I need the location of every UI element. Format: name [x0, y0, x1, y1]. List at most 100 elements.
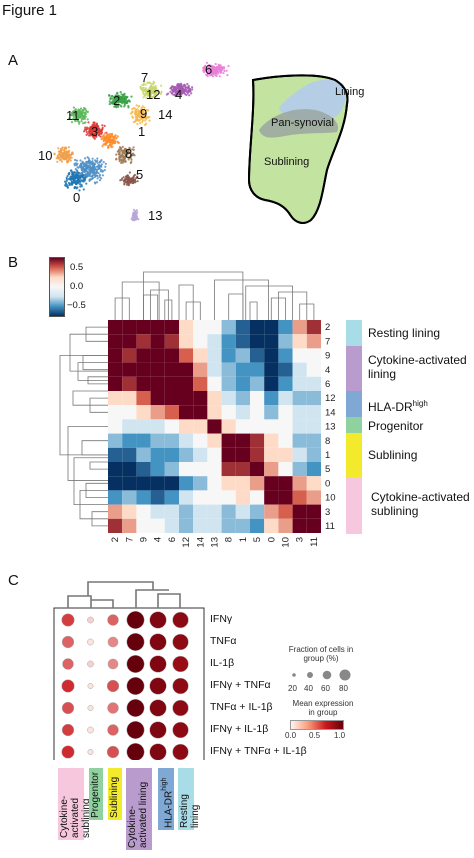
heatmap-cell — [221, 476, 236, 491]
fraction-tick-40: 40 — [304, 684, 313, 693]
dotplot-row-label: IFNγ + TNFα + IL-1β — [210, 745, 307, 757]
dotplot-row-label: TNFα + IL-1β — [210, 701, 273, 713]
heatmap-cell — [221, 447, 236, 462]
umap-point — [97, 134, 100, 137]
category-label-cytokine-lining: Cytokine-activated lining — [368, 353, 467, 381]
umap-point — [81, 174, 84, 177]
cluster-label-8: 8 — [125, 146, 133, 161]
heatmap-row-label: 13 — [325, 422, 336, 433]
umap-point — [76, 119, 79, 122]
umap-point — [150, 84, 153, 88]
tissue-schematic — [247, 74, 349, 224]
umap-point — [104, 165, 107, 168]
umap-point — [68, 153, 71, 156]
heatmap-cell — [164, 476, 179, 491]
heatmap-row-label: 3 — [325, 507, 330, 518]
umap-point — [130, 158, 133, 161]
umap-point — [118, 148, 121, 151]
dotplot-dot — [126, 655, 145, 673]
heatmap-cell — [136, 447, 151, 462]
umap-point — [103, 124, 106, 127]
fraction-tick-20: 20 — [288, 684, 297, 693]
umap-point — [69, 113, 72, 117]
umap-point — [100, 163, 103, 166]
umap-point — [96, 177, 99, 180]
heatmap-row-label: 10 — [325, 493, 336, 504]
dotplot-dot — [87, 749, 94, 755]
heatmap-cell — [264, 334, 279, 349]
umap-point — [73, 171, 76, 174]
pan-synovial-region — [259, 109, 339, 138]
umap-point — [88, 179, 91, 182]
heatmap-cell — [179, 320, 194, 335]
umap-point — [103, 138, 106, 141]
umap-point — [124, 155, 127, 158]
umap-point — [84, 157, 87, 160]
umap-point — [85, 130, 88, 133]
umap-point — [70, 169, 73, 172]
umap-point — [210, 74, 213, 77]
umap-point — [221, 67, 224, 70]
umap-point — [60, 160, 64, 163]
umap-point — [120, 93, 123, 96]
heatmap-cell — [122, 391, 137, 406]
umap-point — [117, 94, 120, 97]
umap-point — [112, 101, 115, 105]
umap-point — [95, 181, 99, 184]
category-bar-progenitor — [346, 417, 362, 433]
figure-title: Figure 1 — [2, 2, 58, 19]
umap-point — [72, 181, 75, 184]
heatmap-cell — [221, 419, 236, 434]
cluster-label-1: 1 — [138, 124, 146, 139]
heatmap-cell — [108, 376, 123, 391]
dotplot-dot — [61, 635, 75, 649]
heatmap-cell — [250, 391, 265, 406]
heatmap-cell — [122, 462, 137, 477]
umap-point — [84, 173, 87, 176]
umap-point — [98, 175, 101, 179]
heatmap-cell — [164, 433, 179, 448]
umap-point — [136, 115, 139, 118]
heatmap-cell — [306, 504, 321, 519]
heatmap-cell — [207, 348, 222, 363]
umap-point — [148, 81, 152, 84]
colorbar-tick-high: 0.5 — [70, 262, 84, 273]
umap-point — [85, 128, 89, 131]
umap-point — [74, 120, 77, 123]
heatmap-cell — [108, 362, 123, 377]
heatmap-cell — [235, 504, 250, 519]
umap-point — [171, 88, 174, 91]
umap-point — [85, 109, 88, 112]
umap-point — [179, 88, 182, 92]
heatmap-cell — [250, 362, 265, 377]
umap-point — [94, 132, 97, 135]
dotplot-dot — [107, 658, 119, 670]
dotplot-dot — [61, 723, 75, 737]
heatmap-row-label: 9 — [325, 351, 330, 362]
umap-point — [67, 160, 70, 163]
umap-point — [71, 151, 74, 154]
umap-point — [115, 137, 118, 140]
heatmap-cell — [193, 476, 208, 491]
umap-point — [175, 91, 179, 94]
heatmap-cell — [179, 447, 194, 462]
heatmap-cell — [193, 462, 208, 477]
umap-point — [59, 156, 62, 159]
dotplot-dot — [149, 743, 167, 760]
umap-point — [134, 107, 137, 110]
umap-point — [144, 119, 147, 122]
umap-point — [83, 106, 86, 110]
umap-point — [105, 134, 108, 137]
umap-point — [68, 183, 71, 187]
heatmap-cell — [250, 419, 265, 434]
umap-point — [131, 107, 134, 111]
heatmap-row-label: 14 — [325, 407, 336, 418]
umap-point — [79, 163, 83, 166]
umap-point — [67, 117, 71, 120]
umap-point — [123, 100, 126, 103]
cluster-label-12: 12 — [146, 87, 161, 102]
dotplot-row-label: IFNγ — [210, 613, 233, 625]
umap-point — [135, 209, 138, 212]
umap-point — [77, 176, 80, 179]
umap-point — [101, 170, 104, 173]
